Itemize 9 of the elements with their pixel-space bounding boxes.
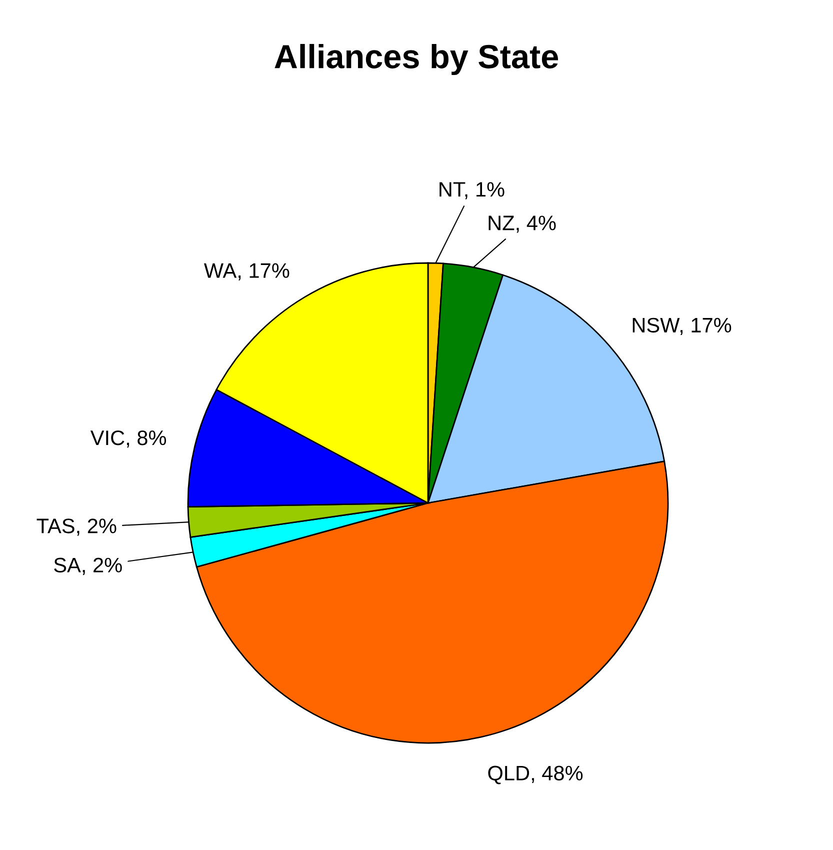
slice-label: SA, 2% — [54, 558, 122, 575]
slice-label: NT, 1% — [440, 182, 504, 200]
chart-title: Alliances by State — [274, 44, 558, 76]
slice-label: TAS, 2% — [36, 518, 116, 536]
slice-label: VIC, 8% — [90, 430, 166, 448]
slice-label: QLD, 48% — [488, 766, 583, 784]
slice-label: WA, 17% — [204, 263, 290, 280]
slice-label: NSW, 17% — [632, 318, 732, 336]
slice-label: NZ, 4% — [488, 216, 556, 233]
